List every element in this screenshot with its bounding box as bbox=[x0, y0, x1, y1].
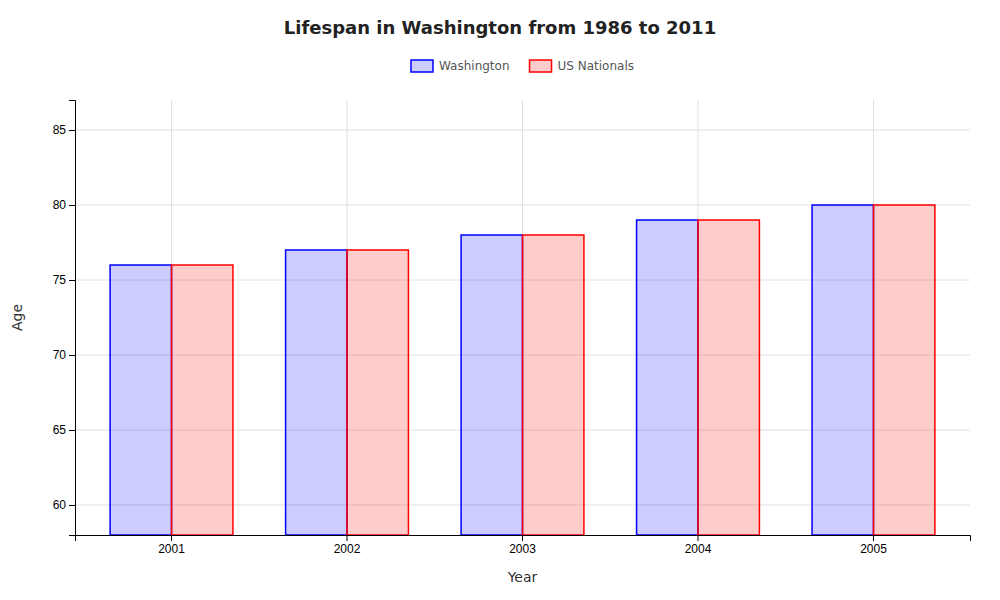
grid bbox=[75, 100, 970, 535]
tick: 2003 bbox=[509, 535, 536, 556]
tick-mark bbox=[347, 535, 348, 541]
legend-label: Washington bbox=[439, 59, 510, 73]
tick-mark bbox=[69, 130, 75, 131]
tick-mark bbox=[171, 535, 172, 541]
tick-label: 60 bbox=[53, 498, 67, 512]
tick-label: 2002 bbox=[334, 542, 361, 556]
x-axis-title: Year bbox=[507, 569, 538, 585]
tick-mark bbox=[522, 535, 523, 541]
legend-item: US Nationals bbox=[530, 59, 634, 73]
tick-label: 65 bbox=[53, 423, 67, 437]
tick-mark bbox=[697, 535, 698, 541]
tick: 70 bbox=[53, 348, 75, 362]
tick: 2004 bbox=[685, 535, 712, 556]
tick-label: 80 bbox=[53, 198, 67, 212]
axis-line bbox=[76, 536, 971, 542]
tick-mark bbox=[69, 280, 75, 281]
plot: 2001 2002 2003 2004 2005 60 65 70 75 80 85 bbox=[53, 100, 971, 556]
tick-mark bbox=[69, 430, 75, 431]
bar-series bbox=[172, 205, 935, 535]
tick-label: 2001 bbox=[158, 542, 185, 556]
legend: Washington US Nationals bbox=[411, 59, 634, 73]
tick: 2005 bbox=[860, 535, 887, 556]
tick: 75 bbox=[53, 273, 75, 287]
bar bbox=[812, 205, 873, 535]
tick: 85 bbox=[53, 123, 75, 137]
bar bbox=[637, 220, 698, 535]
legend-swatch bbox=[411, 60, 433, 72]
tick: 60 bbox=[53, 498, 75, 512]
bar bbox=[172, 265, 233, 535]
bar bbox=[873, 205, 934, 535]
tick-label: 2004 bbox=[685, 542, 712, 556]
legend-label: US Nationals bbox=[558, 59, 634, 73]
bar bbox=[110, 265, 171, 535]
tick-label: 2005 bbox=[860, 542, 887, 556]
bar bbox=[347, 250, 408, 535]
tick-label: 70 bbox=[53, 348, 67, 362]
tick: 80 bbox=[53, 198, 75, 212]
tick-mark bbox=[69, 205, 75, 206]
bar bbox=[523, 235, 584, 535]
tick-label: 85 bbox=[53, 123, 67, 137]
tick-mark bbox=[69, 505, 75, 506]
chart: 2001 2002 2003 2004 2005 60 65 70 75 80 85 Year Age L… bbox=[0, 0, 1000, 600]
tick: 2002 bbox=[334, 535, 361, 556]
bars bbox=[110, 205, 935, 535]
bar bbox=[461, 235, 522, 535]
legend-item: Washington bbox=[411, 59, 510, 73]
tick-label: 2003 bbox=[509, 542, 536, 556]
bar-series bbox=[110, 205, 873, 535]
y-axis-title: Age bbox=[9, 304, 25, 331]
bar bbox=[286, 250, 347, 535]
bar bbox=[698, 220, 759, 535]
y-axis: 60 65 70 75 80 85 bbox=[53, 101, 76, 536]
title: Lifespan in Washington from 1986 to 2011 bbox=[284, 17, 716, 38]
tick-mark bbox=[69, 355, 75, 356]
axis-line bbox=[69, 101, 76, 536]
tick: 2001 bbox=[158, 535, 185, 556]
x-axis: 2001 2002 2003 2004 2005 bbox=[76, 535, 971, 556]
tick-label: 75 bbox=[53, 273, 67, 287]
tick: 65 bbox=[53, 423, 75, 437]
legend-swatch bbox=[530, 60, 552, 72]
tick-mark bbox=[873, 535, 874, 541]
